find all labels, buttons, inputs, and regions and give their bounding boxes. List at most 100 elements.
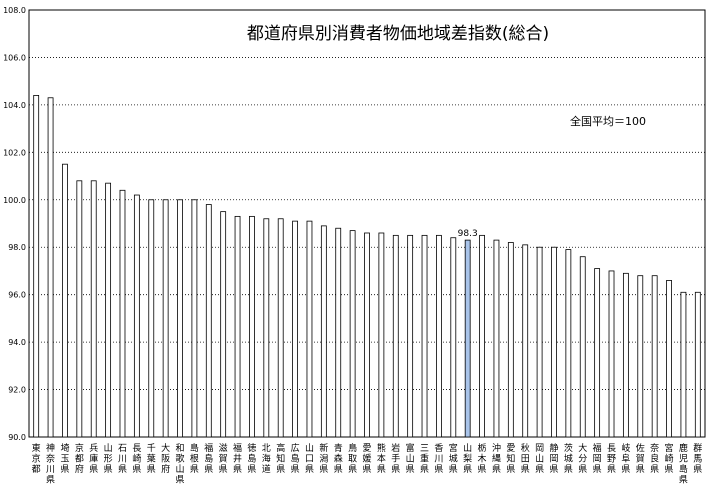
y-tick-label: 94.0 xyxy=(8,338,26,347)
bar xyxy=(680,291,687,438)
x-tick-label: 香川県 xyxy=(434,443,443,475)
bar xyxy=(249,215,255,438)
bar xyxy=(522,244,529,438)
x-tick-label: 新潟県 xyxy=(319,442,328,475)
bar xyxy=(666,280,672,438)
x-tick-label: 茨城県 xyxy=(564,442,573,475)
x-tick-label: 愛知県 xyxy=(506,442,515,475)
x-tick-label: 岩手県 xyxy=(391,442,400,475)
x-tick-label: 秋田県 xyxy=(521,442,530,475)
bar xyxy=(234,215,241,438)
y-tick-label: 104.0 xyxy=(3,101,26,110)
x-tick-label: 宮城県 xyxy=(449,442,458,475)
x-tick-label: 青森県 xyxy=(334,442,343,475)
bar xyxy=(392,234,399,438)
x-axis-labels: 東京都神奈川県埼玉県京都府兵庫県山形県石川県長崎県千葉県大阪府和歌山県島根県福島… xyxy=(32,442,703,486)
annotation-text: 全国平均＝100 xyxy=(570,114,646,128)
x-tick-label: 和歌山県 xyxy=(176,443,185,486)
y-tick-label: 96.0 xyxy=(8,291,26,300)
x-tick-label: 京都府 xyxy=(75,442,84,475)
bar xyxy=(133,194,140,438)
x-tick-label: 大阪府 xyxy=(161,442,170,475)
y-axis: 108.0 106.0 104.0 102.0 100.0 98.0 96.0 94.0 92.… xyxy=(3,6,26,442)
bar xyxy=(436,234,442,438)
bar xyxy=(364,232,370,438)
x-tick-label: 山形県 xyxy=(104,443,113,475)
chart-title: 都道府県別消費者物価地域差指数(総合) xyxy=(247,24,549,44)
bar xyxy=(551,246,557,438)
x-tick-label: 長野県 xyxy=(607,443,616,475)
bar xyxy=(579,256,586,438)
x-tick-label: 徳島県 xyxy=(247,442,256,475)
x-tick-label: 福島県 xyxy=(204,442,213,475)
bar xyxy=(263,218,270,438)
bar xyxy=(148,199,155,438)
bar xyxy=(205,204,212,438)
x-tick-label: 東京都 xyxy=(32,442,41,475)
y-tick-label: 102.0 xyxy=(3,148,26,157)
x-tick-label: 佐賀県 xyxy=(636,442,645,475)
bar xyxy=(306,220,313,438)
x-tick-label: 埼玉県 xyxy=(60,442,69,475)
x-tick-label: 滋賀県 xyxy=(219,442,228,475)
x-tick-label: 長崎県 xyxy=(132,443,141,475)
x-tick-label: 山梨県 xyxy=(463,443,472,475)
y-tick-label: 100.0 xyxy=(3,196,26,205)
bar xyxy=(622,272,629,438)
x-tick-label: 岡山県 xyxy=(535,443,544,475)
data-label: 98.3 xyxy=(458,229,478,239)
bar xyxy=(479,234,485,438)
bar xyxy=(651,275,658,438)
y-tick-label: 90.0 xyxy=(8,433,26,442)
x-tick-label: 愛媛県 xyxy=(362,442,371,475)
bar xyxy=(421,234,428,438)
y-tick-label: 106.0 xyxy=(3,53,26,62)
x-tick-label: 山口県 xyxy=(305,443,314,475)
bar xyxy=(450,237,457,438)
x-tick-label: 福岡県 xyxy=(593,442,602,475)
x-tick-label: 千葉県 xyxy=(147,443,156,475)
x-tick-label: 宮崎県 xyxy=(665,442,674,475)
bar xyxy=(162,199,169,438)
bar xyxy=(33,95,40,438)
bar xyxy=(47,97,54,438)
x-tick-label: 島根県 xyxy=(190,442,199,475)
x-tick-label: 静岡県 xyxy=(549,442,558,475)
bar xyxy=(90,180,97,438)
bar xyxy=(694,291,701,438)
x-tick-label: 栃木県 xyxy=(478,442,487,475)
bar xyxy=(320,225,327,438)
bar xyxy=(76,180,83,438)
x-tick-label: 沖縄県 xyxy=(492,442,501,475)
bar xyxy=(407,234,414,438)
bar xyxy=(378,232,385,438)
x-tick-label: 三重県 xyxy=(420,444,429,475)
x-tick-label: 群馬県 xyxy=(693,442,702,475)
x-tick-label: 岐阜県 xyxy=(621,442,630,475)
bar xyxy=(493,239,500,438)
x-tick-label: 奈良県 xyxy=(650,442,659,475)
x-tick-label: 富山県 xyxy=(406,442,415,475)
bar xyxy=(594,268,601,438)
bar-highlight xyxy=(464,239,471,438)
x-tick-label: 北海道 xyxy=(262,443,271,475)
x-tick-label: 石川県 xyxy=(118,444,127,475)
bar xyxy=(335,227,342,438)
title-box xyxy=(205,17,592,47)
bars xyxy=(33,95,701,438)
y-tick-label: 92.0 xyxy=(8,386,26,395)
x-tick-label: 大分県 xyxy=(578,442,587,475)
x-tick-label: 神奈川県 xyxy=(46,442,55,486)
bar xyxy=(608,270,615,438)
bar xyxy=(62,163,68,438)
y-tick-label: 108.0 xyxy=(3,6,26,15)
x-tick-label: 鳥取県 xyxy=(348,442,357,475)
data-labels: 98.3 xyxy=(458,229,478,239)
bar xyxy=(349,230,356,438)
bar xyxy=(637,275,644,438)
bar xyxy=(277,218,284,438)
x-tick-label: 福井県 xyxy=(233,442,242,475)
bar xyxy=(536,246,543,438)
bar xyxy=(105,182,112,438)
